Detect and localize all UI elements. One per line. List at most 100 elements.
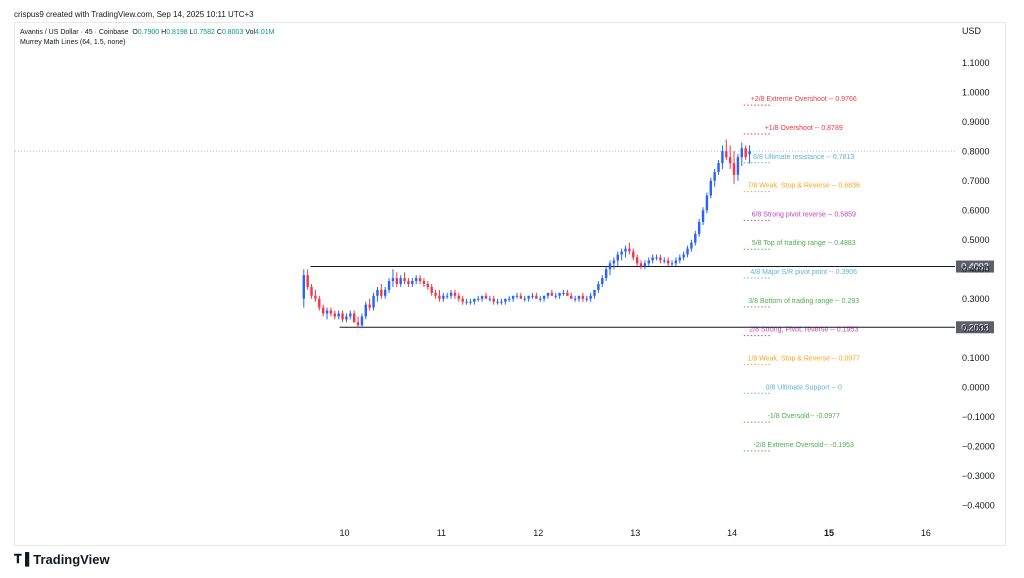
murrey-level-label: -2/8 Extreme Oversold-- -0.1953 <box>754 442 854 449</box>
candle-body <box>411 281 414 284</box>
candle-body <box>465 301 468 303</box>
y-tick-label: −0.1000 <box>962 412 995 422</box>
price-badge-label: 0.2033 <box>961 322 989 332</box>
candle-body <box>589 295 592 299</box>
candle-body <box>686 248 689 255</box>
candle-body <box>535 295 538 299</box>
candle-body <box>663 260 666 262</box>
candle-body <box>461 298 464 302</box>
candle-body <box>496 301 499 303</box>
candle-body <box>539 298 542 300</box>
candle-body <box>523 298 526 300</box>
candle-body <box>395 278 399 284</box>
murrey-level-label: 1/8 Weak, Stop & Reverse -- 0.0977 <box>748 355 860 362</box>
close-label: C <box>216 29 222 36</box>
candle-body <box>434 292 437 296</box>
x-tick-label: 11 <box>437 528 446 538</box>
x-tick-label: 10 <box>339 528 349 538</box>
y-tick-label: 0.8000 <box>962 146 990 156</box>
candle-body <box>721 151 724 164</box>
candle-body <box>473 298 476 302</box>
y-tick-label: 0.3000 <box>962 294 990 304</box>
candle-body <box>337 313 340 317</box>
currency-label: USD <box>962 26 982 36</box>
murrey-level-label: 8/8 Ultimate resistance -- 0.7813 <box>753 154 854 161</box>
close-value: 0.8003 <box>221 29 244 36</box>
murrey-level-label: +1/8 Overshoot -- 0.8789 <box>765 125 843 132</box>
candle-body <box>732 163 736 175</box>
candle-body <box>635 257 639 264</box>
candle-body <box>399 278 402 284</box>
candle-body <box>511 295 515 299</box>
candle-body <box>593 289 596 296</box>
y-tick-label: 0.7000 <box>962 176 990 186</box>
y-tick-label: 0.6000 <box>962 205 990 215</box>
tradingview-logo-icon: 𝐓▐ <box>14 552 29 566</box>
y-tick-label: 1.1000 <box>962 58 990 68</box>
candle-body <box>414 278 418 282</box>
murrey-level-label: 7/8 Weak, Stop & Reverse -- 0.6836 <box>748 183 860 190</box>
candle-body <box>728 157 732 164</box>
candle-body <box>504 298 507 302</box>
candle-body <box>345 316 348 320</box>
candle-body <box>682 254 685 258</box>
open-value: 0.7900 <box>137 29 160 36</box>
brand-name: TradingView <box>33 552 110 567</box>
candle-body <box>430 286 433 293</box>
low-value: 0.7582 <box>193 29 215 36</box>
candle-body <box>469 301 472 303</box>
candle-body <box>713 171 716 181</box>
candle-body <box>492 298 495 302</box>
candle-body <box>570 295 573 299</box>
candle-body <box>442 295 445 299</box>
low-label: L <box>189 29 194 36</box>
symbol-name[interactable]: Avantis / US Dollar · 45 · Coinbase <box>20 29 129 36</box>
candle-body <box>310 286 313 296</box>
x-tick-label: 13 <box>630 528 640 538</box>
murrey-lines-layer: +2/8 Extreme Overshoot -- 0.9766 +1/8 Ove… <box>743 96 860 452</box>
candle-body <box>314 295 317 299</box>
tradingview-brand[interactable]: 𝐓▐ TradingView <box>14 552 110 567</box>
candle-body <box>531 295 534 297</box>
x-tick-label: 12 <box>533 528 543 538</box>
candle-body <box>601 278 604 284</box>
chart-header: crispus9 created with TradingView.com, S… <box>14 10 254 19</box>
candle-body <box>341 313 344 320</box>
indicator-label[interactable]: Murrey Math Lines (64, 1.5, none) <box>20 39 126 46</box>
candle-body <box>573 298 577 300</box>
candle-body <box>302 275 305 299</box>
murrey-level-label: 0/8 Ultimate Support -- 0 <box>766 384 842 391</box>
murrey-level-label: 4/8 Major S/R pivot point -- 0.3906 <box>750 269 857 276</box>
candle-body <box>666 260 670 264</box>
candle-body <box>500 301 503 303</box>
candle-body <box>678 257 681 261</box>
candle-body <box>616 254 619 261</box>
candle-body <box>387 281 391 290</box>
time-axis: 10 11 12 13 14 15 16 <box>339 528 930 538</box>
price-badge-label: 0.4092 <box>961 262 989 272</box>
candle-body <box>632 251 635 258</box>
volume-value: 4.01M <box>255 29 275 36</box>
ohlc-values: O0.7900 H0.8198 L0.7582 C0.8003 Vol4.01M <box>130 29 274 36</box>
y-tick-label: 0.5000 <box>962 235 990 245</box>
candle-body <box>659 257 662 261</box>
candle-body <box>418 278 422 282</box>
candle-body <box>597 284 600 290</box>
candle-body <box>694 233 697 243</box>
candle-body <box>624 248 627 252</box>
y-tick-label: 0.2000 <box>962 323 990 333</box>
candle-body <box>701 210 705 223</box>
murrey-level-label: 3/8 Bottom of trading range -- 0.293 <box>748 298 859 305</box>
murrey-level-label: 2/8 Strong, Pivot, reverse -- 0.1953 <box>749 327 858 334</box>
candle-body <box>566 292 569 296</box>
candle-body <box>558 292 561 296</box>
candles-layer <box>302 139 751 329</box>
candle-body <box>550 292 554 296</box>
candle-body <box>391 278 395 282</box>
candle-body <box>585 298 588 300</box>
candle-body <box>542 295 546 299</box>
candle-body <box>477 298 480 300</box>
candle-body <box>690 242 693 249</box>
candle-body <box>333 313 337 317</box>
